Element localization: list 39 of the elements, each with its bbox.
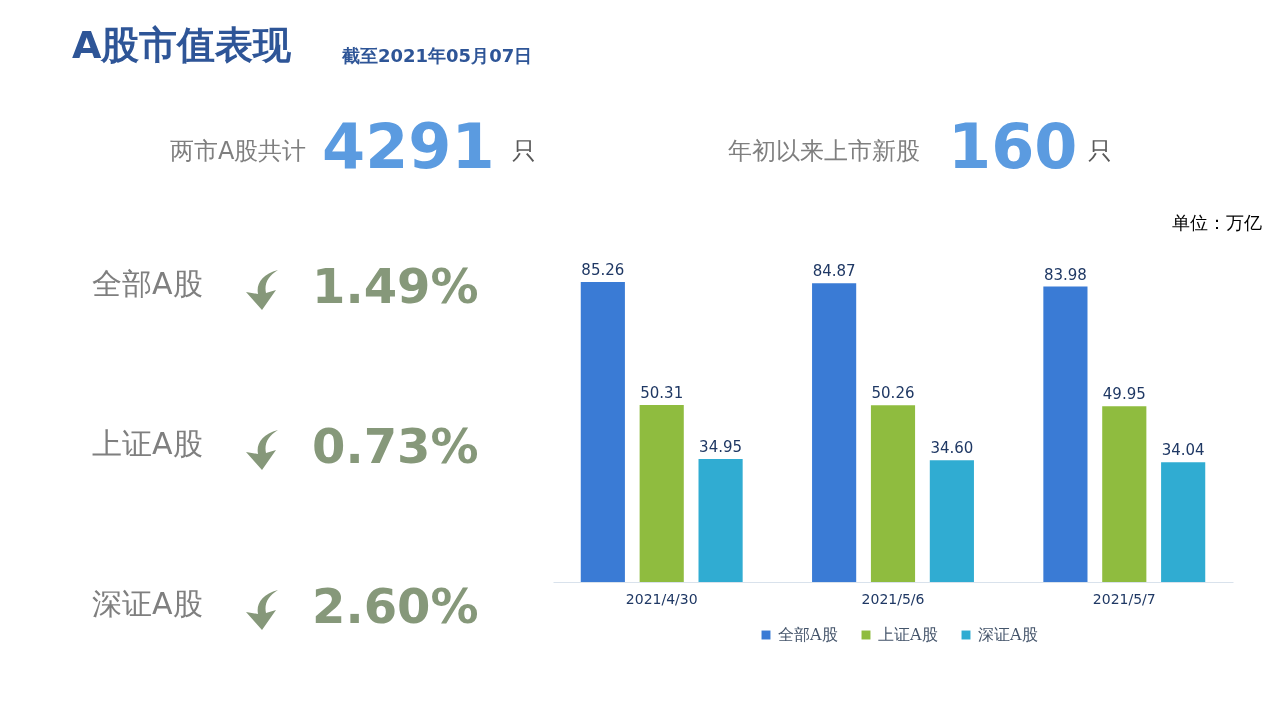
data-label: 85.26 [581, 261, 625, 279]
text: 只 [512, 136, 536, 167]
text: 深证A股 [92, 585, 203, 623]
bar [870, 405, 916, 582]
x-tick-label: 2021/5/6 [861, 590, 925, 607]
x-tick-label: 2021/5/7 [1092, 590, 1156, 607]
text: 两市A股共计 [170, 136, 307, 167]
chart-subtitle: 截至2021年05月07日 [342, 44, 533, 68]
bar [1043, 286, 1088, 582]
bar [812, 283, 857, 582]
text: A股市值表现 [72, 22, 292, 69]
data-label: 84.87 [812, 262, 856, 281]
text: 上证A股 [92, 425, 203, 463]
data-label: 83.98 [1043, 265, 1087, 284]
legend-label: 上证A股 [878, 625, 938, 644]
legend-label: 全部A股 [778, 625, 838, 644]
bar [580, 282, 625, 582]
bar [929, 460, 974, 582]
data-label: 34.95 [699, 438, 743, 457]
text: 全部A股 [92, 265, 203, 303]
text: 单位：万亿 [1172, 211, 1262, 235]
bar [1102, 406, 1147, 582]
bar [639, 404, 684, 582]
data-label: 49.95 [1102, 385, 1146, 404]
text: 1.49% [312, 258, 479, 314]
data-label: 34.60 [930, 439, 974, 458]
text: 4291 [322, 110, 495, 183]
data-label: 34.04 [1161, 441, 1205, 460]
x-tick-label: 2021/4/30 [625, 590, 698, 607]
text: 年初以来上市新股 [728, 136, 920, 167]
data-label: 50.26 [871, 384, 915, 403]
text: 160 [948, 110, 1078, 183]
legend-label: 深证A股 [978, 625, 1038, 644]
bar [1161, 462, 1206, 582]
text: 2.60% [312, 578, 479, 634]
data-label: 50.31 [640, 383, 684, 402]
text: 只 [1088, 136, 1112, 167]
bar [698, 459, 743, 582]
text: 0.73% [312, 418, 479, 474]
